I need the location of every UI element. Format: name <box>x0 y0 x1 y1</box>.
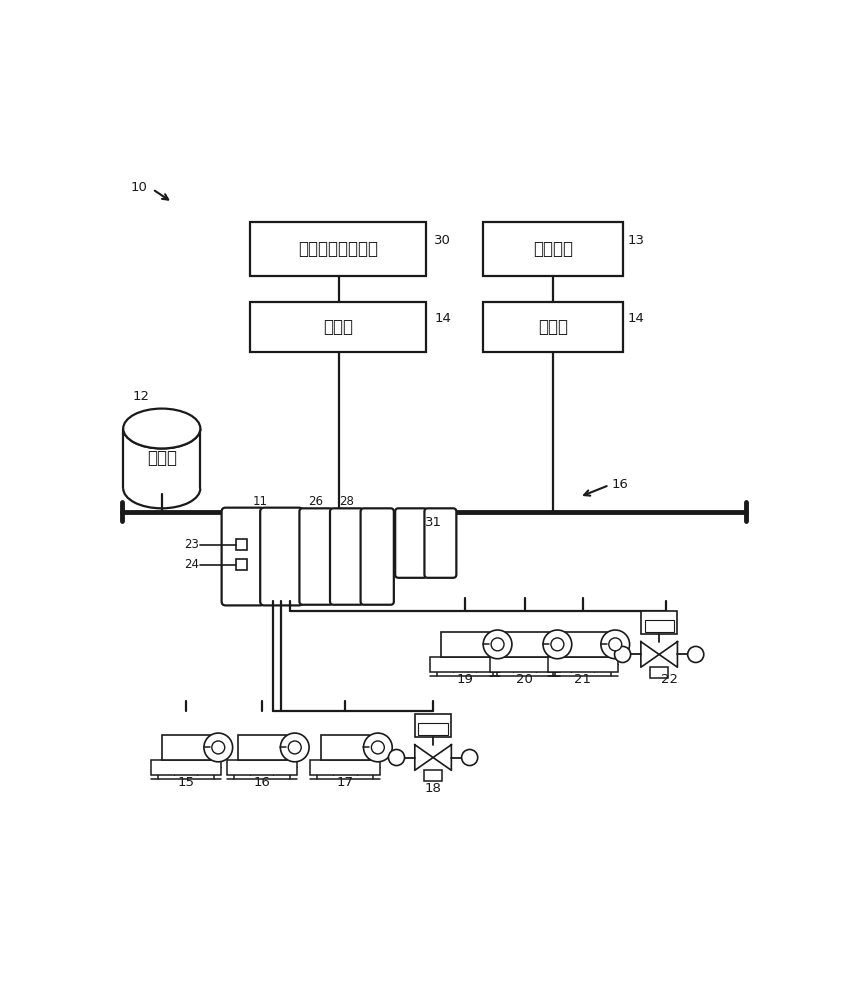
Circle shape <box>462 749 478 766</box>
Bar <box>419 723 448 735</box>
Text: 30: 30 <box>434 234 451 247</box>
Text: 26: 26 <box>309 495 323 508</box>
Bar <box>430 657 500 672</box>
Text: 20: 20 <box>517 673 534 686</box>
Bar <box>251 222 426 276</box>
Bar <box>236 559 246 570</box>
FancyBboxPatch shape <box>221 508 264 605</box>
Text: 17: 17 <box>337 776 353 789</box>
Circle shape <box>281 733 309 762</box>
Circle shape <box>372 741 384 754</box>
Circle shape <box>543 630 571 659</box>
Polygon shape <box>641 642 659 667</box>
Circle shape <box>614 646 631 662</box>
Polygon shape <box>433 745 451 770</box>
Bar <box>641 611 678 634</box>
Bar <box>311 760 380 775</box>
Text: 图形显示应用程序: 图形显示应用程序 <box>299 240 378 258</box>
Circle shape <box>212 741 225 754</box>
Bar <box>239 735 286 760</box>
Text: 31: 31 <box>425 516 442 529</box>
Polygon shape <box>414 745 433 770</box>
Bar <box>501 632 549 657</box>
Bar <box>547 657 618 672</box>
Bar <box>483 302 623 352</box>
Text: 15: 15 <box>178 776 194 789</box>
Circle shape <box>687 646 704 662</box>
Text: 14: 14 <box>628 312 644 325</box>
Text: 24: 24 <box>184 558 199 571</box>
Bar <box>441 632 489 657</box>
Circle shape <box>609 638 622 651</box>
Text: 13: 13 <box>628 234 645 247</box>
Bar <box>227 760 297 775</box>
Text: 10: 10 <box>130 181 148 194</box>
Circle shape <box>364 733 392 762</box>
Text: 28: 28 <box>339 495 354 508</box>
Bar <box>424 770 442 781</box>
Bar <box>490 657 560 672</box>
FancyBboxPatch shape <box>260 508 303 605</box>
Bar <box>251 302 426 352</box>
Text: 用户界面: 用户界面 <box>533 240 573 258</box>
Text: 数据库: 数据库 <box>147 449 177 467</box>
Bar <box>650 667 668 678</box>
Circle shape <box>288 741 301 754</box>
Text: 22: 22 <box>661 673 678 686</box>
Text: 19: 19 <box>456 673 474 686</box>
Text: 14: 14 <box>434 312 451 325</box>
Circle shape <box>483 630 512 659</box>
Text: 工作站: 工作站 <box>323 318 353 336</box>
Bar <box>151 760 221 775</box>
Circle shape <box>389 749 405 766</box>
FancyBboxPatch shape <box>330 508 363 605</box>
Circle shape <box>551 638 564 651</box>
Bar <box>644 620 674 632</box>
FancyBboxPatch shape <box>396 508 427 578</box>
FancyBboxPatch shape <box>360 508 394 605</box>
Text: 18: 18 <box>425 782 442 795</box>
Bar <box>162 735 209 760</box>
Circle shape <box>204 733 233 762</box>
FancyBboxPatch shape <box>425 508 456 578</box>
Ellipse shape <box>124 409 201 448</box>
Bar <box>559 632 607 657</box>
Bar <box>322 735 369 760</box>
FancyBboxPatch shape <box>299 508 333 605</box>
Bar <box>236 539 246 550</box>
Circle shape <box>491 638 504 651</box>
Text: 工作站: 工作站 <box>538 318 568 336</box>
Bar <box>414 714 451 737</box>
Text: 11: 11 <box>253 495 268 508</box>
Text: 16: 16 <box>254 776 270 789</box>
Polygon shape <box>659 642 678 667</box>
Text: 16: 16 <box>611 478 628 491</box>
Bar <box>483 222 623 276</box>
Circle shape <box>601 630 630 659</box>
Text: 12: 12 <box>132 390 149 403</box>
Text: 23: 23 <box>184 538 199 551</box>
Text: 21: 21 <box>574 673 591 686</box>
